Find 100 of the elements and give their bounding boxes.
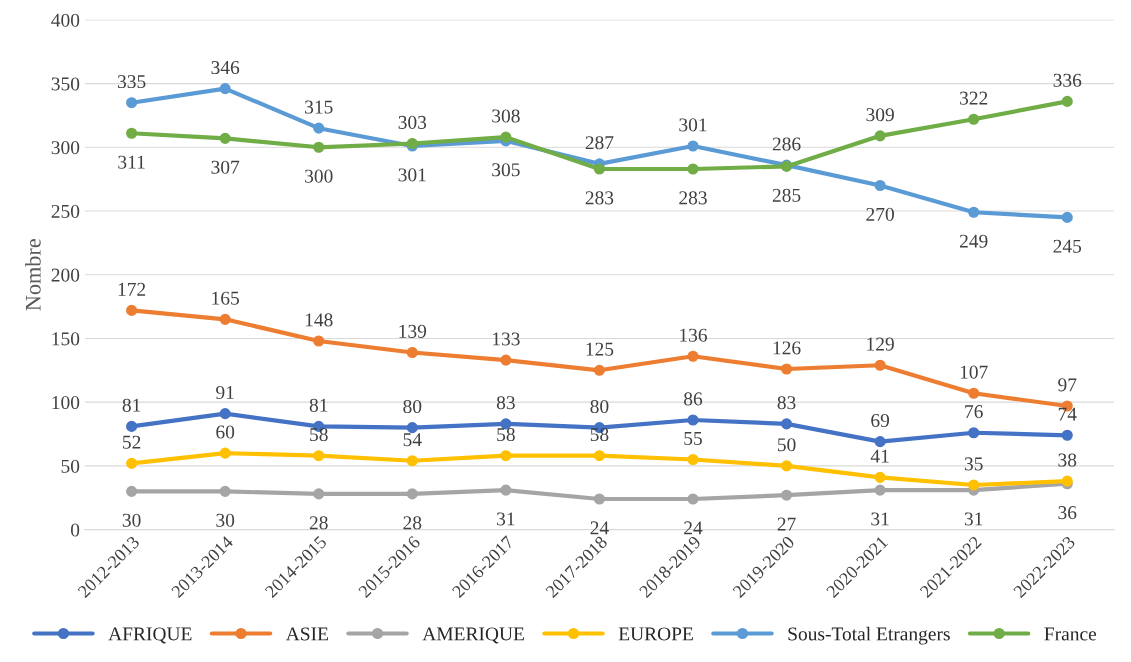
legend-label: Sous-Total Etrangers <box>788 626 950 645</box>
data-label: 301 <box>398 168 426 182</box>
point <box>874 471 886 483</box>
data-label: 35 <box>964 457 983 471</box>
legend-label: ASIE <box>285 627 328 641</box>
data-label: 31 <box>964 512 983 526</box>
y-tick-label: 400 <box>51 13 80 27</box>
data-label: 301 <box>679 118 707 132</box>
data-label: 283 <box>679 191 707 205</box>
data-label: 30 <box>216 513 235 527</box>
point <box>687 414 699 426</box>
point <box>219 485 231 497</box>
point <box>687 493 699 505</box>
data-label: 305 <box>492 163 520 177</box>
point <box>313 335 325 347</box>
point <box>687 350 699 362</box>
y-tick-label: 0 <box>70 523 80 537</box>
point <box>874 484 886 496</box>
y-axis-title: Nombre <box>25 239 41 311</box>
data-label: 60 <box>216 425 235 439</box>
point <box>500 131 512 143</box>
point <box>968 479 980 491</box>
data-label: 125 <box>586 342 614 356</box>
data-label: 148 <box>305 313 333 327</box>
data-label: 28 <box>403 516 422 530</box>
data-label: 270 <box>866 207 894 221</box>
data-label: 315 <box>305 100 333 114</box>
data-label: 24 <box>590 521 609 535</box>
data-label: 31 <box>871 512 889 526</box>
data-label: 335 <box>117 75 146 89</box>
point <box>968 427 980 439</box>
data-label: 300 <box>305 169 333 183</box>
data-label: 287 <box>585 136 614 150</box>
data-label: 69 <box>871 414 890 428</box>
data-label: 346 <box>211 61 240 75</box>
point <box>219 408 231 420</box>
data-label: 307 <box>211 160 240 174</box>
data-label: 80 <box>403 399 422 414</box>
data-label: 97 <box>1058 378 1077 392</box>
point <box>313 141 325 153</box>
data-label: 81 <box>309 398 328 412</box>
point <box>313 122 325 134</box>
data-label: 107 <box>960 365 988 379</box>
point <box>1061 211 1073 223</box>
data-label: 55 <box>684 432 702 445</box>
data-label: 58 <box>590 427 609 442</box>
data-label: 139 <box>399 324 427 338</box>
data-label: 286 <box>772 137 801 151</box>
point <box>593 493 605 505</box>
data-label: 74 <box>1058 407 1077 421</box>
data-label: 83 <box>496 396 515 410</box>
y-tick-label: 350 <box>51 77 80 91</box>
data-label: 81 <box>122 398 141 412</box>
point <box>126 485 138 497</box>
y-tick-label: 250 <box>51 204 80 218</box>
point <box>406 346 418 359</box>
y-tick-label: 300 <box>51 141 80 155</box>
point <box>126 420 138 432</box>
point <box>126 127 138 139</box>
point <box>500 354 512 366</box>
data-label: 172 <box>118 282 146 296</box>
point <box>968 387 980 399</box>
point <box>781 418 793 430</box>
point <box>968 113 980 125</box>
data-label: 28 <box>309 516 328 530</box>
point <box>126 97 138 109</box>
data-label: 322 <box>960 91 988 105</box>
point <box>593 450 605 462</box>
data-label: 30 <box>122 513 141 527</box>
data-label: 31 <box>497 512 515 526</box>
point <box>126 304 138 316</box>
legend-label: AMERIQUE <box>422 627 524 644</box>
data-label: 308 <box>492 109 520 123</box>
data-label: 86 <box>684 392 703 406</box>
data-label: 285 <box>772 188 801 202</box>
point <box>781 460 793 472</box>
data-label: 24 <box>684 521 703 535</box>
data-label: 58 <box>310 427 328 442</box>
point <box>874 359 886 371</box>
data-label: 133 <box>492 332 520 346</box>
point <box>219 132 231 144</box>
point <box>406 422 418 434</box>
data-label: 41 <box>870 449 889 463</box>
point <box>874 130 886 142</box>
point <box>313 488 325 500</box>
data-label: 76 <box>965 405 983 419</box>
data-label: 336 <box>1053 73 1082 87</box>
point <box>406 455 418 467</box>
point <box>126 457 138 469</box>
data-label: 311 <box>118 155 145 169</box>
point <box>874 179 886 192</box>
data-label: 165 <box>212 291 239 305</box>
point <box>500 450 512 462</box>
point <box>500 484 512 496</box>
data-label: 129 <box>867 337 894 351</box>
point <box>781 363 793 375</box>
data-label: 245 <box>1053 239 1082 253</box>
point <box>593 163 605 175</box>
point <box>968 206 980 218</box>
data-label: 83 <box>777 396 796 410</box>
